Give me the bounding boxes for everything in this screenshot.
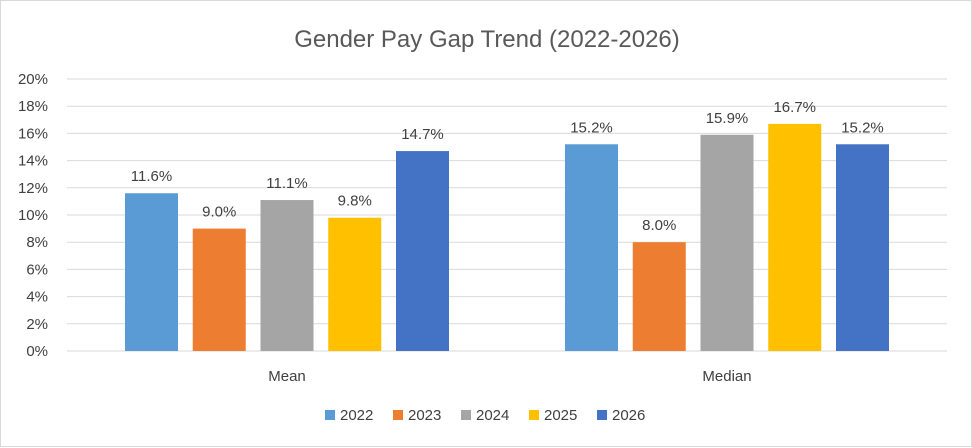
x-category-label: Median <box>702 368 751 385</box>
y-tick-label: 18% <box>18 98 48 115</box>
bar-mean-2026 <box>396 151 449 351</box>
data-label: 9.8% <box>338 193 372 210</box>
data-label: 9.0% <box>202 204 236 221</box>
data-label: 15.9% <box>706 110 749 127</box>
legend-swatch <box>597 410 607 420</box>
y-tick-label: 8% <box>26 234 48 251</box>
y-tick-label: 16% <box>18 125 48 142</box>
data-label: 15.2% <box>841 119 884 136</box>
x-axis: Mean Median <box>268 368 751 385</box>
y-tick-label: 2% <box>26 316 48 333</box>
chart-title: Gender Pay Gap Trend (2022-2026) <box>294 26 680 53</box>
data-label: 16.7% <box>773 99 816 116</box>
y-tick-label: 10% <box>18 207 48 224</box>
legend-label: 2024 <box>476 407 509 424</box>
legend-swatch <box>325 410 335 420</box>
y-tick-label: 20% <box>18 71 48 88</box>
data-label: 14.7% <box>401 126 444 143</box>
y-tick-label: 4% <box>26 289 48 306</box>
y-axis: 0% 2% 4% 6% 8% 10% 12% 14% 16% 18% 20% <box>18 71 48 360</box>
data-label: 8.0% <box>642 217 676 234</box>
bar-mean-2022 <box>125 193 178 351</box>
data-label: 15.2% <box>570 119 613 136</box>
bar-median-2025 <box>768 123 822 351</box>
data-label: 11.1% <box>266 175 307 192</box>
bar-median-2023 <box>632 242 686 351</box>
bar-median-2024 <box>700 134 754 351</box>
legend-label: 2025 <box>544 407 577 424</box>
bar-median-2026 <box>836 144 889 351</box>
bar-median-2022 <box>565 144 618 351</box>
y-tick-label: 0% <box>26 343 48 360</box>
legend-swatch <box>461 410 471 420</box>
data-label: 11.6% <box>131 168 172 185</box>
legend-label: 2026 <box>612 407 645 424</box>
bar-mean-2025 <box>328 217 382 351</box>
y-tick-label: 12% <box>18 180 48 197</box>
bars: 11.6% 9.0% 11.1% 9.8% 14.7% 15.2% 8.0% 15.9% 16.… <box>125 99 889 351</box>
bar-mean-2023 <box>192 228 246 351</box>
legend-label: 2022 <box>340 407 373 424</box>
legend-label: 2023 <box>408 407 441 424</box>
x-category-label: Mean <box>268 368 306 385</box>
y-tick-label: 14% <box>18 153 48 170</box>
y-tick-label: 6% <box>26 261 48 278</box>
legend-swatch <box>529 410 539 420</box>
bar-mean-2024 <box>260 200 314 351</box>
legend: 2022 2023 2024 2025 2026 <box>325 407 645 424</box>
legend-swatch <box>393 410 403 420</box>
